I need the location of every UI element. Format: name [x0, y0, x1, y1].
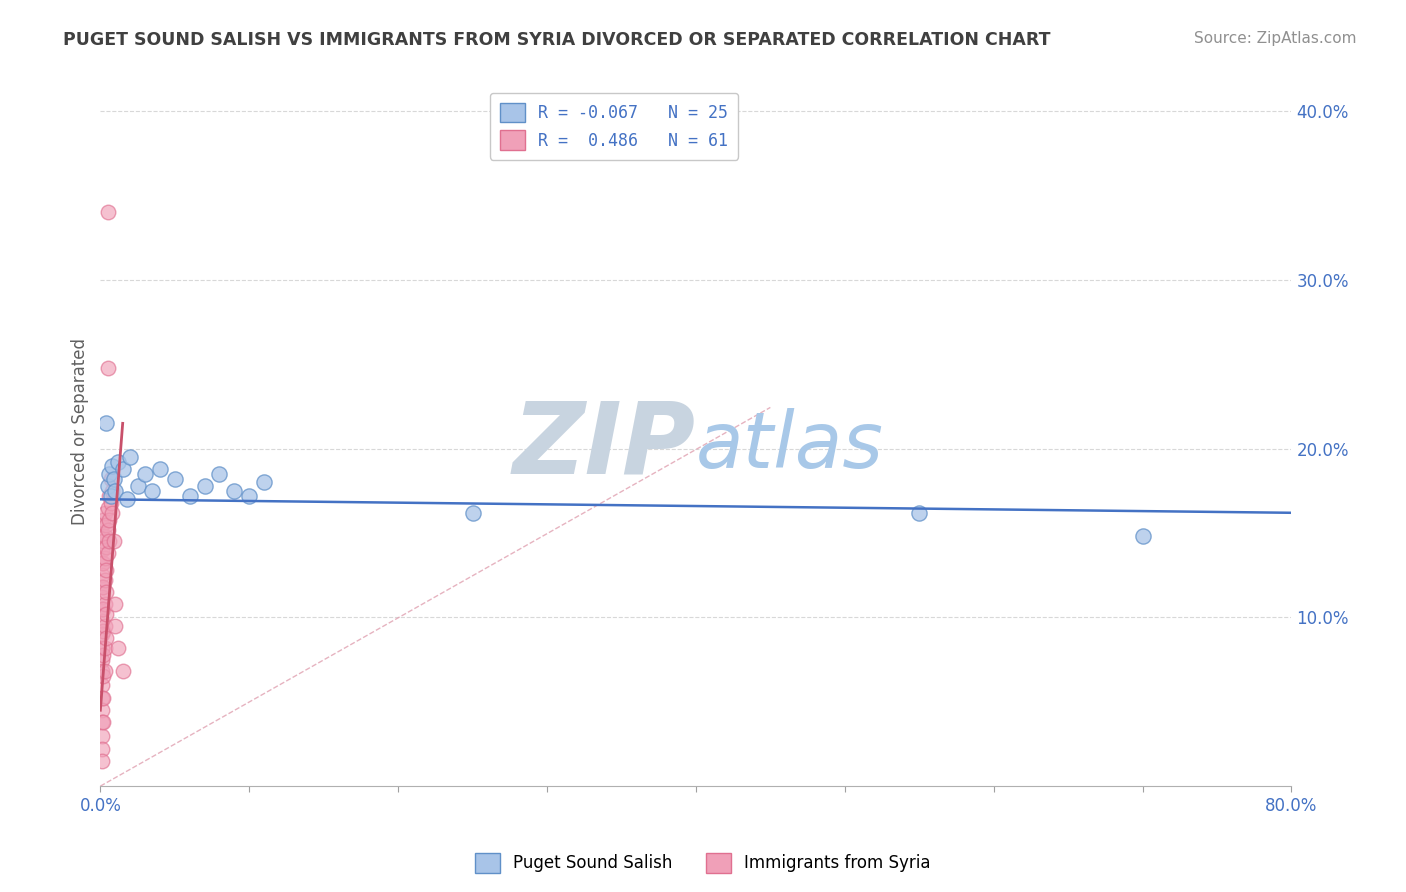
Point — [97, 479, 120, 493]
Point — [90, 568, 112, 582]
Point — [461, 506, 484, 520]
Point — [90, 517, 112, 532]
Point — [98, 534, 121, 549]
Point — [127, 479, 149, 493]
Point — [94, 619, 117, 633]
Point — [90, 614, 112, 628]
Point — [111, 665, 134, 679]
Point — [96, 540, 118, 554]
Text: Source: ZipAtlas.com: Source: ZipAtlas.com — [1194, 31, 1357, 46]
Point — [100, 496, 122, 510]
Point — [91, 512, 114, 526]
Point — [96, 585, 118, 599]
Point — [90, 729, 112, 743]
Text: ZIP: ZIP — [513, 398, 696, 494]
Point — [90, 665, 112, 679]
Point — [91, 648, 114, 662]
Text: atlas: atlas — [696, 408, 884, 484]
Point — [179, 489, 201, 503]
Point — [97, 500, 120, 515]
Point — [94, 551, 117, 566]
Point — [97, 546, 120, 560]
Point — [90, 678, 112, 692]
Legend: R = -0.067   N = 25, R =  0.486   N = 61: R = -0.067 N = 25, R = 0.486 N = 61 — [489, 93, 738, 160]
Point — [90, 557, 112, 571]
Point — [101, 483, 124, 498]
Point — [91, 557, 114, 571]
Point — [90, 542, 112, 557]
Point — [90, 691, 112, 706]
Point — [94, 574, 117, 588]
Point — [97, 205, 120, 219]
Point — [253, 475, 276, 490]
Point — [96, 517, 118, 532]
Point — [101, 458, 124, 473]
Point — [91, 624, 114, 638]
Point — [96, 417, 118, 431]
Point — [94, 529, 117, 543]
Point — [134, 467, 156, 481]
Point — [90, 529, 112, 543]
Point — [141, 483, 163, 498]
Point — [107, 455, 129, 469]
Point — [94, 597, 117, 611]
Point — [90, 742, 112, 756]
Point — [224, 483, 246, 498]
Point — [1132, 529, 1154, 543]
Point — [100, 472, 122, 486]
Point — [104, 619, 127, 633]
Point — [90, 590, 112, 604]
Point — [194, 479, 217, 493]
Point — [90, 627, 112, 641]
Point — [90, 652, 112, 666]
Point — [90, 580, 112, 594]
Point — [98, 489, 121, 503]
Point — [149, 462, 172, 476]
Point — [111, 462, 134, 476]
Point — [97, 523, 120, 537]
Point — [163, 472, 186, 486]
Text: PUGET SOUND SALISH VS IMMIGRANTS FROM SYRIA DIVORCED OR SEPARATED CORRELATION CH: PUGET SOUND SALISH VS IMMIGRANTS FROM SY… — [63, 31, 1050, 49]
Point — [91, 669, 114, 683]
Point — [98, 467, 121, 481]
Point — [96, 607, 118, 621]
Point — [208, 467, 231, 481]
Point — [98, 512, 121, 526]
Legend: Puget Sound Salish, Immigrants from Syria: Puget Sound Salish, Immigrants from Syri… — [468, 847, 938, 880]
Point — [103, 534, 125, 549]
Point — [91, 714, 114, 729]
Point — [104, 483, 127, 498]
Point — [103, 472, 125, 486]
Point — [96, 631, 118, 645]
Point — [96, 563, 118, 577]
Point — [91, 580, 114, 594]
Point — [91, 691, 114, 706]
Point — [908, 506, 931, 520]
Point — [94, 640, 117, 655]
Point — [91, 534, 114, 549]
Point — [115, 492, 138, 507]
Point — [90, 602, 112, 616]
Point — [90, 714, 112, 729]
Point — [101, 506, 124, 520]
Point — [97, 360, 120, 375]
Point — [94, 665, 117, 679]
Point — [90, 754, 112, 768]
Point — [100, 489, 122, 503]
Point — [90, 640, 112, 655]
Point — [107, 640, 129, 655]
Point — [120, 450, 142, 464]
Y-axis label: Divorced or Separated: Divorced or Separated — [72, 338, 89, 525]
Point — [238, 489, 260, 503]
Point — [90, 703, 112, 717]
Point — [94, 506, 117, 520]
Point — [91, 602, 114, 616]
Point — [104, 597, 127, 611]
